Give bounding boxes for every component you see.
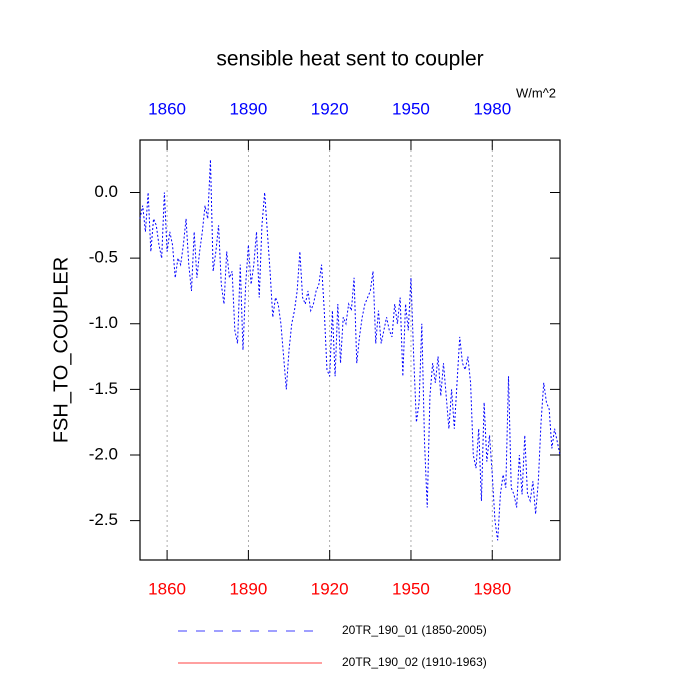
y-tick-label: -2.0 xyxy=(89,444,118,463)
legend-label: 20TR_190_01 (1850-2005) xyxy=(342,623,487,637)
y-tick-label: -0.5 xyxy=(89,248,118,267)
data-line xyxy=(139,159,561,541)
chart-title: sensible heat sent to coupler xyxy=(216,48,483,71)
x2-tick-label: 1860 xyxy=(148,99,186,118)
x-tick-label: 1920 xyxy=(311,579,349,598)
y-tick-label: -1.0 xyxy=(89,313,118,332)
y-tick-label: 0.0 xyxy=(94,182,118,201)
x-tick-label: 1890 xyxy=(229,579,267,598)
plot-frame xyxy=(139,139,561,561)
x2-tick-label: 1920 xyxy=(311,99,349,118)
x-tick-label: 1860 xyxy=(148,579,186,598)
units-label: W/m^2 xyxy=(516,85,556,100)
x2-tick-label: 1890 xyxy=(229,99,267,118)
x-tick-label: 1950 xyxy=(392,579,430,598)
x2-tick-label: 1950 xyxy=(392,99,430,118)
x-tick-label: 1980 xyxy=(473,579,511,598)
x2-tick-label: 1980 xyxy=(473,99,511,118)
y-tick-label: -1.5 xyxy=(89,379,118,398)
y-axis-label: FSH_TO_COUPLER xyxy=(50,257,72,443)
legend-label: 20TR_190_02 (1910-1963) xyxy=(342,655,487,669)
y-tick-label: -2.5 xyxy=(89,510,118,529)
